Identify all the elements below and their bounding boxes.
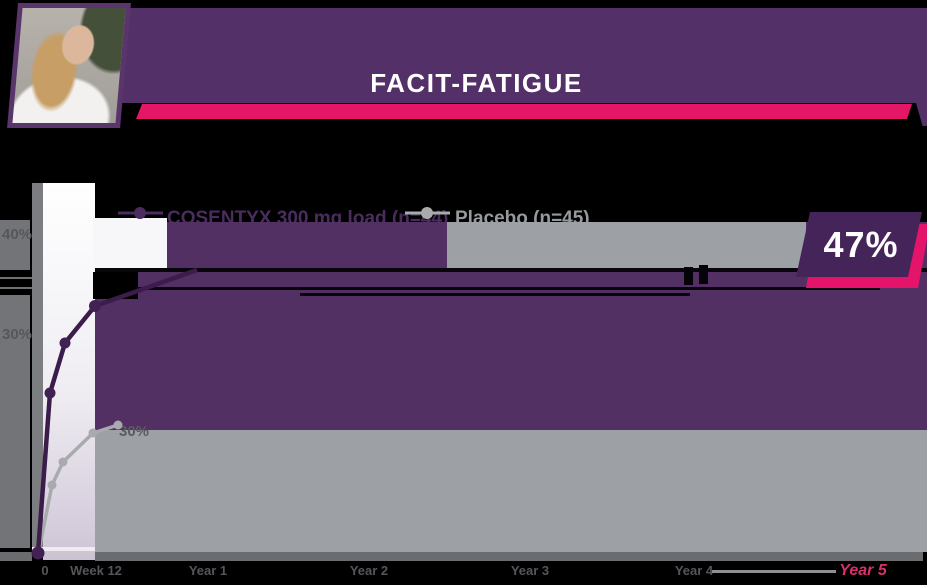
x-label-week12: Week 12 [70, 563, 122, 578]
gridline-stub-2 [0, 287, 32, 289]
white-overlay-block [93, 218, 167, 268]
header-banner [24, 8, 927, 103]
y-axis-block-40: 40% [0, 220, 33, 270]
year4-year5-connector-line [712, 570, 836, 573]
x-label-year2: Year 2 [349, 563, 389, 578]
gridline-stub-1 [0, 277, 32, 279]
page-title: FACIT-FATIGUE [370, 68, 583, 98]
gray-overlay-block [95, 430, 927, 552]
x-label-year4: Year 4 [674, 563, 714, 578]
y-axis-label-30: 30% [2, 326, 33, 343]
placebo-value-label: 30% [119, 423, 150, 440]
photo-frame [7, 3, 131, 128]
badge-value: 47% [823, 223, 899, 265]
x-label-year5: Year 5 [839, 562, 887, 579]
bottom-strip [95, 552, 923, 561]
gray-legend-band [447, 222, 806, 268]
x-label-year3: Year 3 [510, 563, 550, 578]
gridline-dark-3 [300, 293, 690, 296]
header-accent-stripe [136, 104, 912, 119]
x-axis-line [32, 547, 95, 551]
y-axis-block-30: 30% [0, 295, 33, 548]
x-label-year1: Year 1 [188, 563, 228, 578]
black-notch [93, 272, 138, 299]
gridline-dark-1 [95, 268, 927, 272]
x-label-0: 0 [41, 563, 49, 578]
badge-front-parallelogram: 47% [796, 212, 922, 277]
fatigue-photo [12, 8, 126, 123]
y-axis-label-40: 40% [2, 226, 33, 243]
bottom-strip-left [0, 552, 32, 561]
header-corner-tab [916, 103, 927, 126]
gridline-dark-2 [137, 287, 880, 290]
tick-mark-1 [684, 267, 693, 285]
tick-mark-2 [699, 265, 708, 284]
band-left-edge [32, 183, 43, 552]
week12-highlight-band [43, 183, 95, 560]
